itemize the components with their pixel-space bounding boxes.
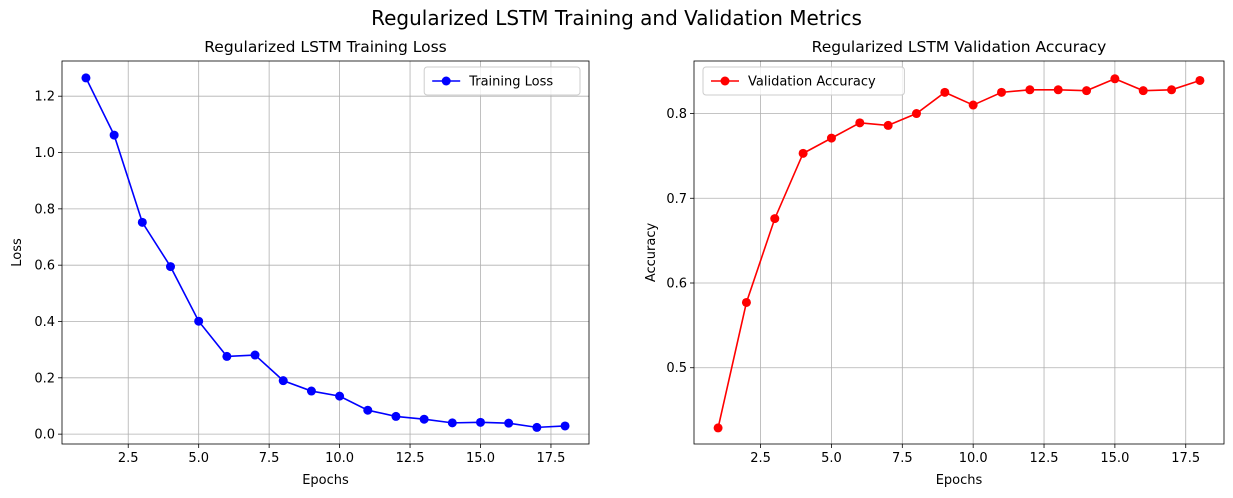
accuracy-x-tick-label: 12.5	[1030, 451, 1059, 466]
accuracy-legend-box	[702, 66, 905, 96]
accuracy-data-point	[940, 87, 950, 97]
loss-data-point	[222, 351, 232, 361]
accuracy-y-tick-label: 0.7	[666, 192, 687, 207]
loss-data-point	[363, 405, 373, 415]
loss-y-tick-label: 0.0	[34, 428, 55, 443]
accuracy-data-point	[968, 100, 978, 110]
accuracy-x-tick-label: 7.5	[892, 451, 913, 466]
accuracy-x-tick-label: 10.0	[959, 451, 988, 466]
accuracy-data-point	[855, 118, 865, 128]
accuracy-x-tick-label: 2.5	[750, 451, 771, 466]
loss-data-point	[137, 217, 147, 227]
loss-data-point	[532, 422, 542, 432]
loss-data-point	[250, 350, 260, 360]
loss-data-point	[335, 391, 345, 401]
accuracy-data-point	[1195, 75, 1205, 85]
loss-y-tick-label: 1.2	[34, 90, 55, 105]
loss-data-point	[504, 418, 514, 428]
loss-y-tick-label: 0.2	[34, 371, 55, 386]
loss-data-point	[447, 418, 457, 428]
loss-data-point	[166, 262, 175, 272]
accuracy-data-point	[1138, 86, 1148, 96]
loss-data-point	[194, 316, 204, 326]
accuracy-legend-label: Validation Accuracy	[748, 75, 876, 90]
loss-x-tick-label: 10.0	[325, 451, 354, 466]
loss-data-point	[81, 73, 91, 83]
figure-suptitle: Regularized LSTM Training and Validation…	[371, 6, 862, 30]
loss-x-tick-label: 17.5	[536, 451, 565, 466]
loss-x-tick-label: 15.0	[466, 451, 495, 466]
loss-y-axis-label: Loss	[10, 238, 25, 267]
loss-x-axis-label: Epochs	[302, 473, 349, 488]
loss-axes-frame	[61, 60, 590, 445]
accuracy-x-axis-label: Epochs	[936, 473, 983, 488]
loss-axes-group: 2.5 5.0 7.5 10.0 12.5 15.0 17.5 0.0 0.2 0.4 0.6 0.8…	[10, 38, 590, 488]
loss-y-tick-label: 1.0	[34, 146, 55, 161]
accuracy-data-point	[1025, 85, 1035, 95]
accuracy-x-tick-label: 5.0	[821, 451, 842, 466]
accuracy-data-point	[713, 423, 723, 433]
accuracy-data-point	[1110, 74, 1120, 84]
loss-y-tick-label: 0.8	[34, 202, 55, 217]
loss-data-point	[391, 411, 401, 421]
loss-chart-title: Regularized LSTM Training Loss	[204, 38, 447, 56]
loss-x-tick-label: 2.5	[118, 451, 139, 466]
loss-data-point	[560, 421, 570, 431]
accuracy-y-tick-label: 0.5	[666, 361, 687, 376]
accuracy-data-point	[1167, 85, 1177, 95]
accuracy-data-point	[770, 214, 780, 224]
accuracy-axes-group: 2.5 5.0 7.5 10.0 12.5 15.0 17.5 0.5 0.6 0.7 0.8 Reg…	[644, 38, 1225, 488]
accuracy-chart-title: Regularized LSTM Validation Accuracy	[812, 38, 1107, 56]
accuracy-data-point	[997, 87, 1007, 97]
loss-x-tick-label: 12.5	[396, 451, 425, 466]
loss-legend-label: Training Loss	[468, 75, 553, 90]
loss-y-tick-label: 0.4	[34, 315, 55, 330]
accuracy-data-point	[1082, 86, 1092, 96]
accuracy-y-tick-label: 0.6	[666, 277, 687, 292]
loss-data-point	[306, 386, 316, 396]
loss-y-tick-label: 0.6	[34, 259, 55, 274]
accuracy-legend-marker	[720, 76, 730, 86]
accuracy-data-point	[826, 133, 836, 143]
accuracy-data-point	[798, 148, 808, 158]
loss-data-point	[476, 417, 485, 427]
loss-data-point	[109, 130, 119, 140]
loss-legend-marker	[441, 76, 451, 86]
loss-data-point	[278, 376, 288, 386]
loss-legend-box	[423, 66, 581, 96]
loss-x-tick-label: 5.0	[188, 451, 209, 466]
accuracy-legend: Validation Accuracy	[702, 66, 905, 96]
accuracy-y-tick-label: 0.8	[666, 107, 687, 122]
accuracy-data-point	[911, 109, 921, 119]
accuracy-y-axis-label: Accuracy	[644, 223, 659, 283]
accuracy-data-point	[741, 297, 751, 307]
loss-series-line	[85, 77, 566, 429]
accuracy-series-line	[717, 77, 1201, 429]
loss-data-point	[419, 414, 429, 424]
loss-legend: Training Loss	[423, 66, 581, 96]
accuracy-data-point	[1053, 85, 1063, 95]
accuracy-axes-frame	[693, 60, 1225, 445]
accuracy-data-point	[883, 120, 893, 130]
accuracy-x-tick-label: 15.0	[1100, 451, 1129, 466]
loss-x-tick-label: 7.5	[259, 451, 280, 466]
accuracy-x-tick-label: 17.5	[1171, 451, 1200, 466]
